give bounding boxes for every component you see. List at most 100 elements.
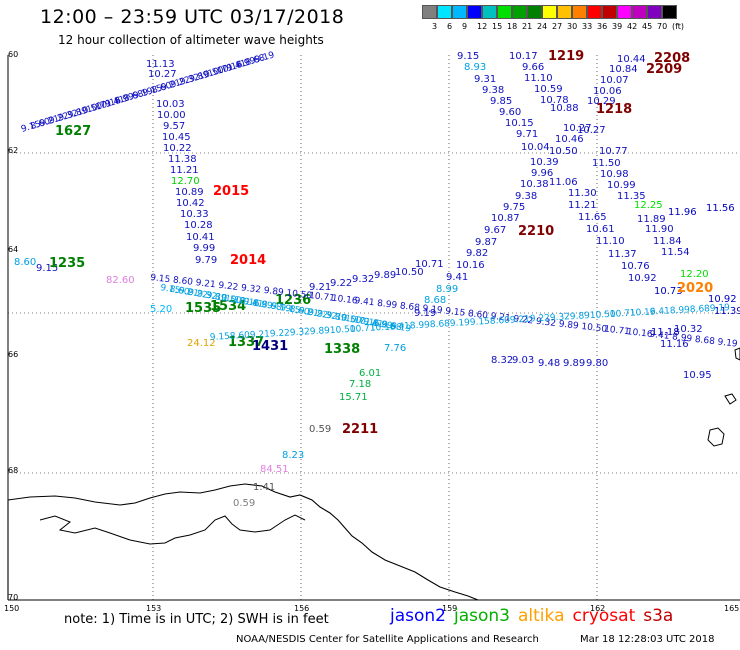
colorbar-label: 36 (597, 22, 608, 31)
map-label: 10.92 (628, 273, 657, 284)
map-label: 10.77 (599, 146, 628, 157)
map-label: 9.32 (535, 317, 556, 329)
map-label: 10.71 (415, 259, 444, 270)
map-label: 10.32 (674, 324, 703, 335)
colorbar-label: 39 (612, 22, 623, 31)
colorbar-swatch (587, 5, 602, 19)
map-label: 10.38 (520, 179, 549, 190)
map-label: 9.96 (531, 168, 553, 179)
colorbar-swatch (512, 5, 527, 19)
map-label: 10.27 (563, 123, 592, 134)
map-label: 9.38 (515, 191, 537, 202)
map-label: 2208 (654, 51, 690, 66)
map-label: 10.50 (590, 310, 617, 321)
map-label: 10.71 (610, 308, 636, 319)
island (724, 393, 737, 405)
map-label: 10.95 (683, 370, 712, 381)
map-label: 9.21 (250, 330, 271, 341)
map-label: 1236 (275, 293, 311, 308)
colorbar-label: 9 (462, 22, 468, 31)
map-label: 9.15 (280, 303, 301, 316)
map-label: 9.89 (326, 311, 348, 324)
island (707, 427, 725, 447)
satellite-legend-item: jason2 (390, 606, 446, 626)
map-label: 9.19 (254, 50, 276, 65)
map-label: 9.71 (516, 129, 538, 140)
map-label: 9.41 (650, 306, 671, 317)
map-label: 8.99 (252, 298, 274, 311)
map-label: 10.16 (233, 295, 260, 309)
map-label: 9.99 (193, 243, 215, 254)
satellite-legend-item: cryosat (572, 606, 636, 626)
colorbar-swatch (452, 5, 467, 19)
map-label: 10.00 (157, 110, 186, 121)
map-label: 9.32 (550, 312, 571, 323)
map-label: 8.99 (372, 318, 394, 331)
map-label: 10.27 (577, 125, 606, 136)
map-label: 10.88 (550, 103, 579, 114)
map-label: 11.96 (668, 207, 697, 218)
map-label: 10.50 (286, 289, 313, 302)
map-label: 11.21 (170, 165, 199, 176)
map-label: 10.71 (604, 325, 631, 338)
colorbar-swatch (542, 5, 557, 19)
colorbar-label: 6 (447, 22, 453, 31)
lat-label: 66 (8, 350, 19, 359)
lon-label: 153 (146, 604, 162, 613)
map-label: 10.07 (600, 75, 629, 86)
map-label: 9.87 (475, 237, 497, 248)
map-label: 9.19 (710, 303, 731, 314)
map-label: 10.16 (626, 327, 653, 340)
colorbar-swatch (482, 5, 497, 19)
map-label: 9.21 (195, 278, 216, 290)
map-label: 11.30 (568, 188, 597, 199)
map-label: 11.35 (617, 191, 646, 202)
grid (8, 55, 740, 600)
map-label: 9.89 (558, 319, 579, 331)
map-label: 7.18 (349, 379, 371, 390)
colorbar-label: 12 (477, 22, 488, 31)
map-label: 10.50 (549, 146, 578, 157)
map-label: 9.57 (163, 121, 185, 132)
map-label: 0.59 (233, 498, 255, 509)
lon-label: 150 (4, 604, 20, 613)
map-label: 10.78 (540, 95, 569, 106)
map-label: 24.12 (187, 338, 216, 349)
map-label: 10.27 (148, 69, 177, 80)
map-label: 11.21 (568, 200, 597, 211)
map-label: 1535 (185, 301, 221, 316)
lat-label: 64 (8, 245, 19, 254)
map-label: 2015 (213, 184, 249, 199)
colorbar-label: 21 (522, 22, 533, 31)
map-label: 10.04 (521, 142, 550, 153)
map-label: 10.46 (555, 134, 584, 145)
map-label: 11.10 (596, 236, 625, 247)
map-label: 9.19 (717, 337, 738, 349)
colorbar-label: 42 (627, 22, 638, 31)
lat-label: 62 (8, 146, 19, 155)
map-label: 15.71 (339, 392, 368, 403)
map-label: 8.68 (424, 295, 446, 306)
map-label: 10.44 (617, 54, 646, 65)
map-label: 11.13 (146, 59, 175, 70)
map-label: 10.50 (581, 322, 608, 335)
map-label: 6.01 (359, 368, 381, 379)
map-label: 11.39 (714, 306, 740, 317)
map-label: 1219 (548, 49, 584, 64)
map-label: 8.99 (672, 332, 693, 344)
page-subtitle: 12 hour collection of altimeter wave hei… (58, 33, 324, 47)
colorbar-swatch (422, 5, 437, 19)
map-label: 11.89 (637, 214, 666, 225)
map-label: 9.89 (374, 270, 396, 281)
map-label: 10.28 (184, 220, 213, 231)
map-label: 9.32 (316, 309, 337, 322)
coast-detail (39, 514, 306, 545)
map-label: 8.68 (381, 320, 403, 333)
map-label: 10.16 (353, 315, 380, 329)
map-label: 84.51 (260, 464, 289, 475)
colorbar-label: 30 (567, 22, 578, 31)
map-label: 11.16 (660, 339, 689, 350)
map-label: 2020 (677, 281, 713, 296)
map-label: 10.45 (162, 132, 191, 143)
map-label: 9.21 (178, 286, 199, 299)
